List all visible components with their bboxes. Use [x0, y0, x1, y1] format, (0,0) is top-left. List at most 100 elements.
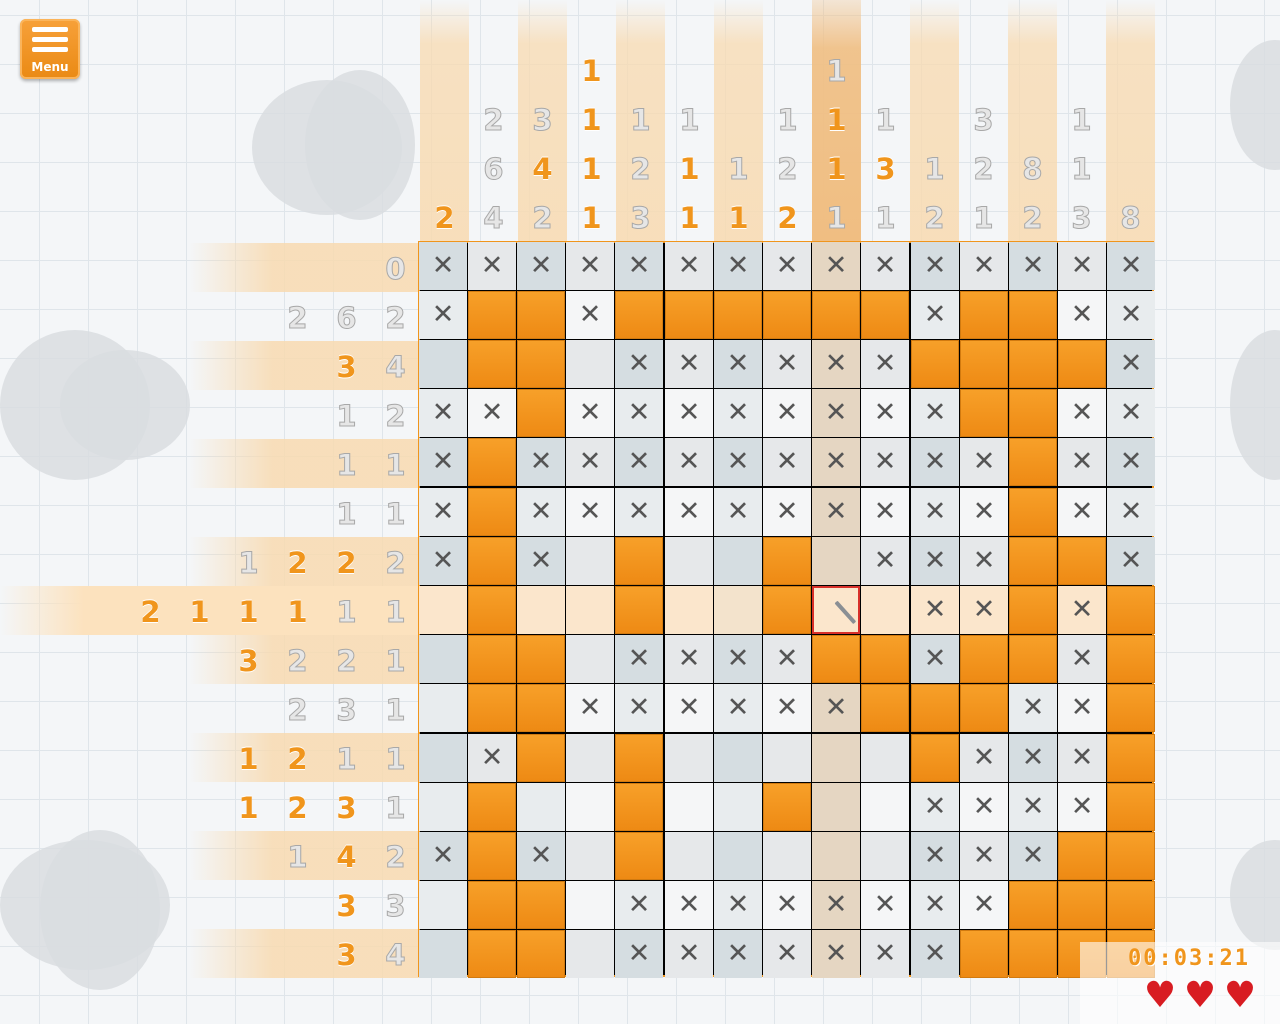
grid-cell-empty[interactable] [566, 783, 614, 831]
grid-cell-crossed[interactable] [911, 537, 959, 585]
grid-cell-filled[interactable] [517, 389, 565, 437]
grid-cell-filled[interactable] [1107, 586, 1155, 634]
grid-cell-empty[interactable] [861, 586, 909, 634]
grid-cell-filled[interactable] [861, 291, 909, 339]
grid-cell-empty[interactable] [419, 635, 467, 683]
grid-cell-empty[interactable] [812, 734, 860, 782]
grid-cell-crossed[interactable] [960, 881, 1008, 929]
grid-cell-crossed[interactable] [517, 438, 565, 486]
grid-cell-empty[interactable] [517, 783, 565, 831]
grid-cell-filled[interactable] [1009, 635, 1057, 683]
grid-cell-crossed[interactable] [763, 242, 811, 290]
grid-cell-crossed[interactable] [665, 635, 713, 683]
grid-cell-crossed[interactable] [960, 832, 1008, 880]
grid-cell-crossed[interactable] [419, 537, 467, 585]
grid-cell-empty[interactable] [419, 586, 467, 634]
grid-cell-crossed[interactable] [1058, 488, 1106, 536]
grid-cell-crossed[interactable] [812, 242, 860, 290]
grid-cell-crossed[interactable] [911, 635, 959, 683]
grid-cell-crossed[interactable] [861, 537, 909, 585]
grid-cell-empty[interactable] [714, 586, 762, 634]
grid-cell-crossed[interactable] [911, 586, 959, 634]
grid-cell-empty[interactable] [665, 586, 713, 634]
grid-cell-crossed[interactable] [468, 734, 516, 782]
grid-cell-crossed[interactable] [419, 291, 467, 339]
grid-cell-filled[interactable] [468, 291, 516, 339]
grid-cell-crossed[interactable] [615, 242, 663, 290]
grid-cell-filled[interactable] [911, 340, 959, 388]
grid-cell-filled[interactable] [517, 340, 565, 388]
grid-cell-crossed[interactable] [615, 438, 663, 486]
grid-cell-empty[interactable] [763, 832, 811, 880]
grid-cell-crossed[interactable] [763, 340, 811, 388]
grid-cell-crossed[interactable] [1009, 242, 1057, 290]
grid-cell-crossed[interactable] [714, 488, 762, 536]
grid-cell-crossed[interactable] [763, 635, 811, 683]
grid-cell-crossed[interactable] [419, 389, 467, 437]
grid-cell-crossed[interactable] [1107, 340, 1155, 388]
grid-cell-filled[interactable] [960, 340, 1008, 388]
grid-cell-crossed[interactable] [714, 930, 762, 978]
grid-cell-crossed[interactable] [861, 340, 909, 388]
grid-cell-empty[interactable] [419, 881, 467, 929]
grid-cell-crossed[interactable] [419, 242, 467, 290]
grid-cell-filled[interactable] [812, 635, 860, 683]
grid-cell-crossed[interactable] [763, 881, 811, 929]
grid-cell-filled[interactable] [517, 684, 565, 732]
grid-cell-empty[interactable] [419, 684, 467, 732]
grid-cell-empty[interactable] [861, 783, 909, 831]
grid-cell-crossed[interactable] [1058, 684, 1106, 732]
grid-cell-empty[interactable] [714, 537, 762, 585]
grid-cell-crossed[interactable] [566, 389, 614, 437]
grid-cell-filled[interactable] [960, 684, 1008, 732]
grid-cell-crossed[interactable] [812, 438, 860, 486]
grid-cell-filled[interactable] [517, 881, 565, 929]
grid-cell-filled[interactable] [517, 291, 565, 339]
grid-cell-filled[interactable] [1009, 438, 1057, 486]
grid-cell-crossed[interactable] [960, 537, 1008, 585]
grid-cell-filled[interactable] [1107, 783, 1155, 831]
grid-cell-filled[interactable] [1107, 832, 1155, 880]
grid-cell-crossed[interactable] [960, 586, 1008, 634]
grid-cell-crossed[interactable] [1009, 832, 1057, 880]
grid-cell-crossed[interactable] [1058, 291, 1106, 339]
grid-cell-crossed[interactable] [1058, 734, 1106, 782]
grid-cell-empty[interactable] [714, 832, 762, 880]
grid-cell-filled[interactable] [615, 291, 663, 339]
grid-cell-empty[interactable] [812, 832, 860, 880]
grid-cell-filled[interactable] [1058, 537, 1106, 585]
grid-cell-crossed[interactable] [763, 438, 811, 486]
grid-cell-crossed[interactable] [517, 537, 565, 585]
grid-cell-crossed[interactable] [911, 881, 959, 929]
grid-cell-crossed[interactable] [665, 242, 713, 290]
grid-cell-crossed[interactable] [566, 242, 614, 290]
grid-cell-crossed[interactable] [763, 930, 811, 978]
grid-cell-crossed[interactable] [566, 291, 614, 339]
grid-cell-crossed[interactable] [960, 242, 1008, 290]
grid-cell-filled[interactable] [911, 684, 959, 732]
grid-cell-empty[interactable] [566, 930, 614, 978]
grid-cell-crossed[interactable] [1107, 537, 1155, 585]
grid-cell-crossed[interactable] [911, 930, 959, 978]
grid-cell-crossed[interactable] [419, 488, 467, 536]
grid-cell-empty[interactable] [566, 586, 614, 634]
grid-cell-filled[interactable] [1009, 488, 1057, 536]
grid-cell-crossed[interactable] [566, 488, 614, 536]
grid-cell-empty[interactable] [566, 537, 614, 585]
grid-cell-crossed[interactable] [615, 340, 663, 388]
grid-cell-crossed[interactable] [665, 340, 713, 388]
grid-cell-filled[interactable] [1009, 881, 1057, 929]
grid-cell-filled[interactable] [1107, 684, 1155, 732]
grid-cell-empty[interactable] [861, 734, 909, 782]
menu-button[interactable]: Menu [20, 19, 80, 79]
grid-cell-filled[interactable] [468, 635, 516, 683]
grid-cell-crossed[interactable] [1009, 734, 1057, 782]
grid-cell-filled[interactable] [763, 537, 811, 585]
grid-cell-filled[interactable] [1009, 340, 1057, 388]
grid-cell-empty[interactable] [714, 734, 762, 782]
grid-cell-filled[interactable] [517, 635, 565, 683]
grid-cell-empty[interactable] [665, 832, 713, 880]
grid-cell-empty[interactable] [812, 537, 860, 585]
grid-cell-filled[interactable] [763, 586, 811, 634]
grid-cell-filled[interactable] [468, 832, 516, 880]
